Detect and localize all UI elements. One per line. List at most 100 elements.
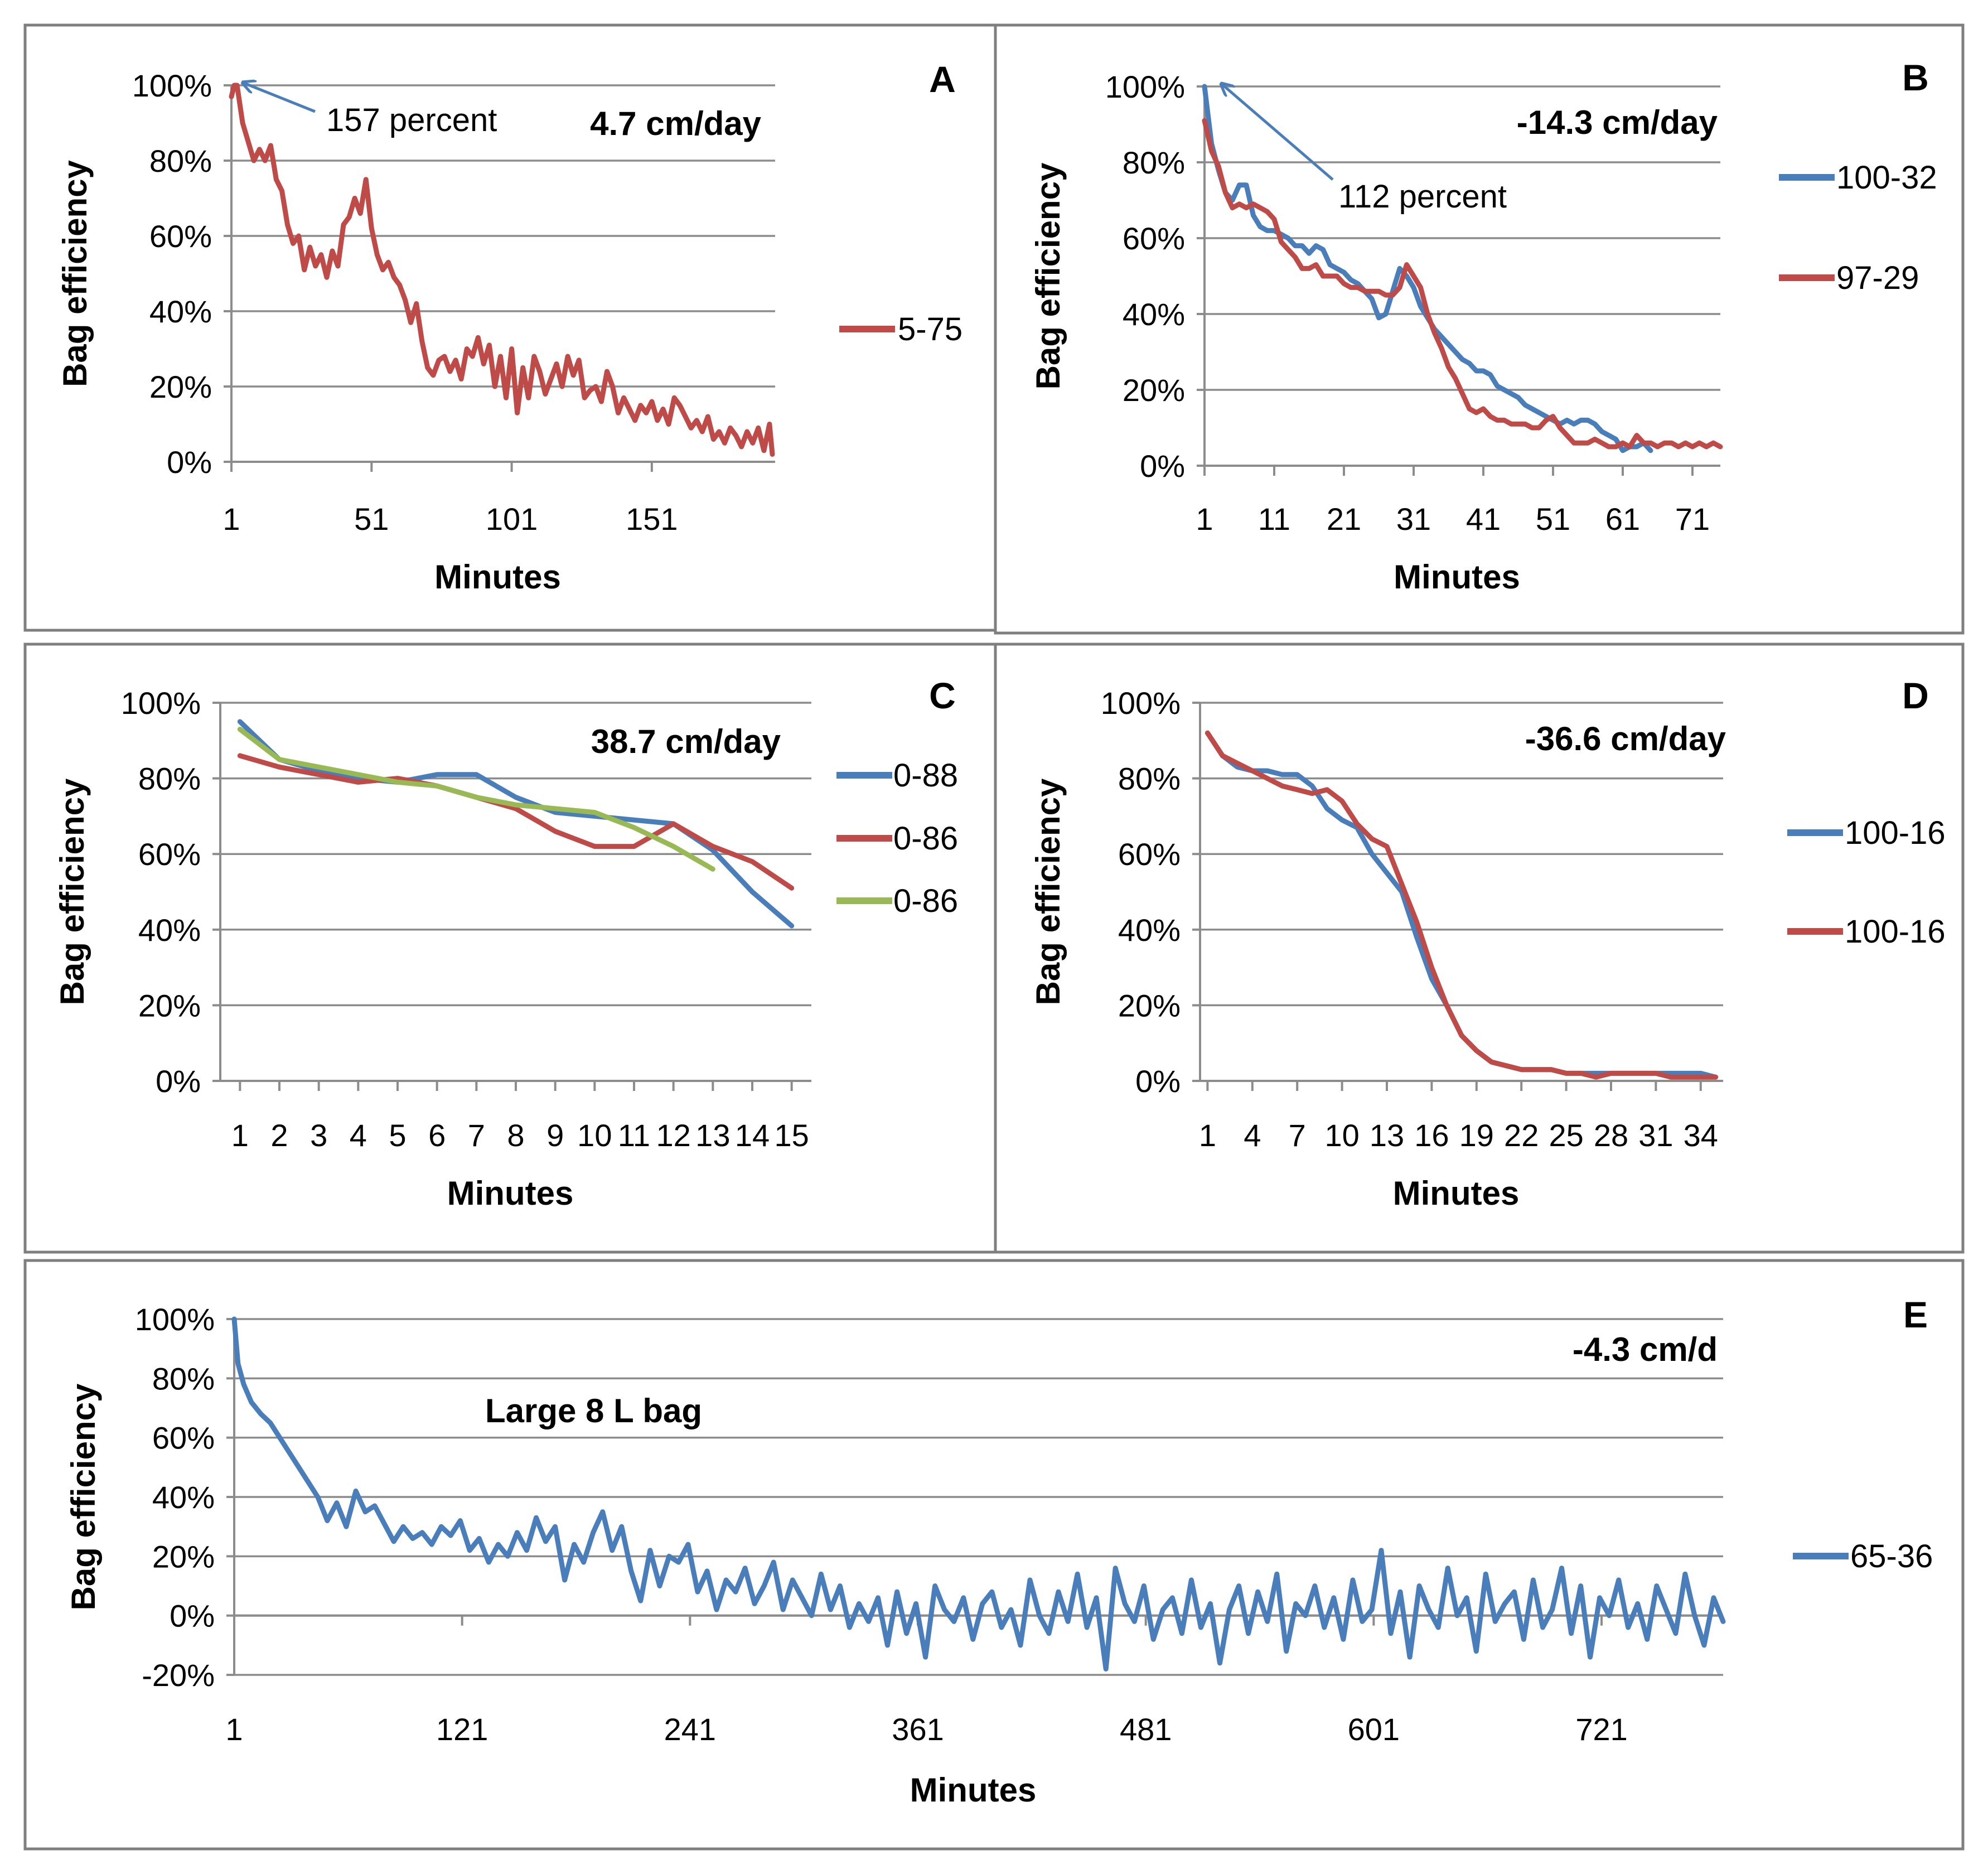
panel-a-xtick-label-2: 101 (486, 501, 538, 537)
panel-d-xtick-label-1: 4 (1244, 1118, 1261, 1153)
panel-e-xtick-label-6: 721 (1575, 1712, 1627, 1747)
panel-a-series-0-line (229, 83, 775, 457)
panel-d-ytick-label-1: 20% (1118, 988, 1181, 1023)
panel-a-annotation: 157 percent (326, 102, 497, 138)
panel-d-legend-label-0: 100-16 (1845, 815, 1946, 851)
panel-e-ytick-label-4: 60% (152, 1421, 215, 1456)
panel-a-letter: A (929, 59, 956, 100)
panel-b-xtick-label-4: 41 (1466, 501, 1501, 537)
panel-b-xtick-label-1: 11 (1258, 501, 1290, 537)
panel-c-xtick-label-9: 10 (577, 1118, 612, 1153)
panel-d-xtick-label-7: 22 (1504, 1118, 1539, 1153)
panel-b-annotation: 112 percent (1338, 178, 1507, 215)
panel-b-xtick-label-0: 1 (1196, 501, 1213, 537)
panel-c-xtick-label-0: 1 (231, 1118, 249, 1153)
panel-d-ytick-label-3: 60% (1118, 837, 1181, 872)
panel-d-ytick-label-5: 100% (1101, 685, 1181, 721)
panel-e-series-0-line (231, 1316, 1726, 1672)
panel-d-xtick-label-3: 10 (1324, 1118, 1359, 1153)
panel-c-xtick-label-4: 5 (389, 1118, 406, 1153)
panel-d-plot: 0% 20% 40% 60% 80% 100% 1 4 7 10 13 16 19 22 25 28 31 34 M… (1029, 675, 1946, 1212)
panel-c-ytick-label-5: 100% (121, 685, 201, 721)
panel-b-series-1-line (1202, 118, 1723, 450)
panel-c-legend-label-0: 0-88 (893, 757, 958, 794)
panel-d-ytick-label-0: 0% (1135, 1064, 1181, 1099)
panel-d: 0% 20% 40% 60% 80% 100% 1 4 7 10 13 16 19 22 25 28 31 34 M… (994, 643, 1965, 1254)
panel-c-xtick-label-2: 3 (310, 1118, 327, 1153)
panel-a-x-title: Minutes (434, 558, 561, 596)
panel-c-ytick-label-0: 0% (156, 1064, 201, 1099)
panel-a-ytick-label-5: 100% (132, 68, 212, 103)
panel-e-rate: -4.3 cm/d (1573, 1331, 1718, 1368)
panel-d-series-1-line (1205, 730, 1719, 1080)
panel-b: 0%20%40%60%80%100%1 11 21 31 41 51 61 71Minutes… (994, 23, 1965, 635)
panel-d-xtick-label-2: 7 (1289, 1118, 1306, 1153)
panel-e-xtick-label-1: 121 (436, 1712, 488, 1747)
panel-c-xtick-label-3: 4 (350, 1118, 367, 1153)
panel-e-xtick-label-2: 241 (664, 1712, 716, 1747)
panel-c: 0%20%40%60%80%100%1 2 3 4 5 6 7 8 9 10 11 12 13 14 15M… (23, 643, 997, 1254)
panel-d-xtick-label-11: 34 (1684, 1118, 1718, 1153)
panel-b-axes: 0%20%40%60%80%100%1 11 21 31 41 51 61 71Minutes… (1029, 69, 1720, 596)
panel-d-rate: -36.6 cm/day (1525, 720, 1726, 757)
panel-c-y-title: Bag efficiency (54, 778, 91, 1005)
panel-c-xtick-label-6: 7 (468, 1118, 485, 1153)
panel-b-ytick-label-1: 20% (1123, 373, 1185, 408)
panel-e-ytick-label-2: 20% (152, 1539, 215, 1574)
panel-b-letter: B (1902, 57, 1929, 98)
panel-e-frame (23, 1259, 1965, 1851)
panel-b-xtick-label-5: 51 (1536, 501, 1570, 537)
panel-d-xtick-label-5: 16 (1414, 1118, 1449, 1153)
panel-a-xtick-label-3: 151 (626, 501, 678, 537)
panel-b-plot: 0%20%40%60%80%100%1 11 21 31 41 51 61 71Minutes… (1029, 57, 1937, 596)
panel-a-xtick-label-1: 51 (354, 501, 389, 537)
panel-c-ytick-label-1: 20% (138, 988, 201, 1023)
panel-b-legend-label-1: 97-29 (1836, 260, 1919, 296)
panel-e-note: Large 8 L bag (485, 1392, 702, 1429)
panel-c-xtick-label-10: 11 (618, 1118, 650, 1153)
panel-e-x-title: Minutes (910, 1771, 1037, 1809)
panel-c-plot: 0%20%40%60%80%100%1 2 3 4 5 6 7 8 9 10 11 12 13 14 15M… (54, 675, 958, 1212)
panel-c-xtick-label-8: 9 (546, 1118, 564, 1153)
panel-b-ytick-label-5: 100% (1105, 69, 1185, 104)
panel-c-xtick-label-14: 15 (775, 1118, 809, 1153)
panel-e-xtick-label-5: 601 (1348, 1712, 1400, 1747)
panel-d-x-title: Minutes (1393, 1175, 1520, 1212)
panel-b-ytick-label-0: 0% (1140, 448, 1185, 484)
panel-e-y-title: Bag efficiency (65, 1383, 102, 1610)
panel-e-xtick-label-4: 481 (1120, 1712, 1172, 1747)
panel-a-ytick-label-1: 20% (149, 369, 212, 404)
panel-c-xtick-label-7: 8 (507, 1118, 524, 1153)
panel-e-legend-label-0: 65-36 (1850, 1538, 1933, 1574)
panel-d-axes: 0% 20% 40% 60% 80% 100% 1 4 7 10 13 16 19 22 25 28 31 34 M… (1029, 685, 1723, 1212)
panel-d-xtick-label-9: 28 (1594, 1118, 1628, 1153)
panel-d-xtick-label-10: 31 (1638, 1118, 1673, 1153)
panel-e-ytick-label-6: 100% (135, 1302, 215, 1337)
panel-c-ytick-label-2: 40% (138, 912, 201, 948)
panel-a-rate: 4.7 cm/day (590, 105, 761, 142)
panel-e-xtick-label-3: 361 (892, 1712, 944, 1747)
panel-a-y-title: Bag efficiency (56, 160, 94, 387)
panel-b-ytick-label-2: 40% (1123, 297, 1185, 332)
panel-e: -20% 0% 20% 40% 60% 80% 100% 1 121 241 361 481 601 72… (23, 1259, 1965, 1851)
panel-e-plot: -20% 0% 20% 40% 60% 80% 100% 1 121 241 361 481 601 72… (65, 1294, 1933, 1809)
panel-c-xtick-label-5: 6 (428, 1118, 446, 1153)
panel-b-xtick-label-7: 71 (1675, 501, 1710, 537)
panel-c-rate: 38.7 cm/day (591, 723, 781, 760)
panel-d-frame (994, 643, 1965, 1254)
panel-c-x-title: Minutes (447, 1175, 574, 1212)
panel-c-frame (23, 643, 997, 1254)
panel-d-xtick-label-0: 1 (1199, 1118, 1216, 1153)
panel-c-letter: C (929, 675, 956, 716)
panel-c-series-1-line (237, 753, 795, 891)
panel-c-axes: 0%20%40%60%80%100%1 2 3 4 5 6 7 8 9 10 11 12 13 14 15M… (54, 685, 811, 1212)
panel-a-frame (23, 23, 997, 632)
panel-c-ytick-label-4: 80% (138, 761, 201, 796)
panel-a-annotation-arrow (243, 83, 316, 113)
panel-e-axes: -20% 0% 20% 40% 60% 80% 100% 1 121 241 361 481 601 72… (65, 1302, 1723, 1809)
panel-c-legend-label-1: 0-86 (893, 820, 958, 857)
panel-b-xtick-label-3: 31 (1396, 501, 1431, 537)
panel-e-letter: E (1903, 1294, 1928, 1335)
